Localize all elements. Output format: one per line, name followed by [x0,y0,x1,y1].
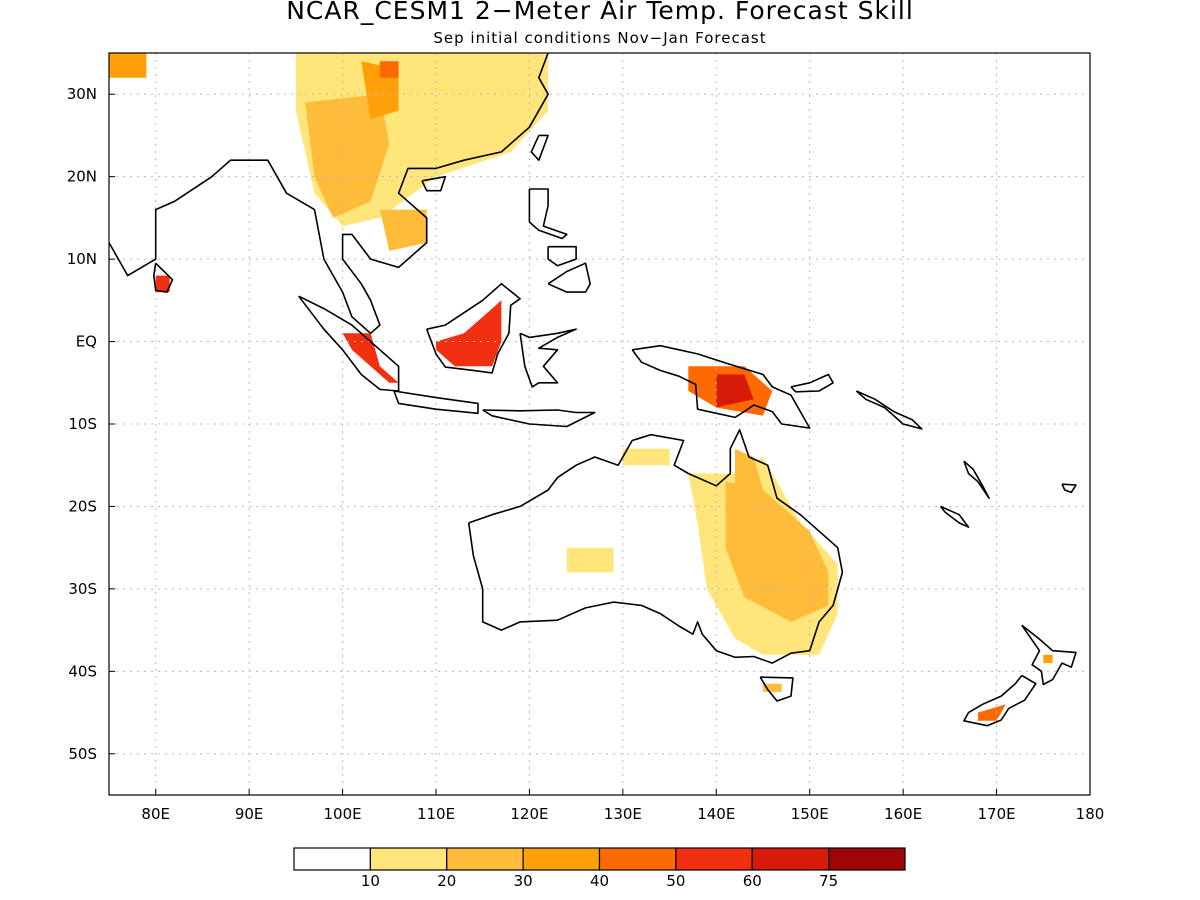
coastline-fiji [1061,483,1077,494]
skill-region-borneo [436,300,502,367]
skill-region-cape-york [735,448,763,499]
coastline-new-caledonia [939,505,970,528]
colorbar-label: 10 [361,872,380,890]
chart-title: NCAR_CESM1 2−Meter Air Temp. Forecast Sk… [286,0,914,25]
colorbar-label: 20 [437,872,456,890]
colorbar-swatch [675,847,753,871]
colorbar-swatch [828,847,906,871]
lon-tick-label: 170E [978,805,1016,823]
colorbar-label: 30 [514,872,533,890]
skill-region-new-zealand-north [1043,654,1053,664]
lon-tick-label: 140E [697,805,735,823]
skill-region-tibet-hotspot [379,61,399,78]
colorbar-swatch [751,847,830,871]
colorbar-label: 75 [819,872,838,890]
colorbar-legend: 10 20 30 40 50 60 75 [293,847,906,890]
coastline-new-britain [790,373,834,393]
coastline-mindanao [547,262,592,293]
coastline-sulawesi [519,328,577,388]
colorbar-swatch [522,847,601,871]
lon-tick-label: 100E [324,805,362,823]
coastline-taiwan [530,134,549,161]
lon-tick-label: 160E [884,805,922,823]
axis-ticks: 30N 20N 10N EQ 10S 20S 30S 40S 50S 80E 90E 100E 110E… [67,85,1105,823]
lon-tick-label: 180 [1076,805,1105,823]
coastline-solomons [855,390,923,430]
coastline-new-guinea [631,344,811,429]
gridlines [109,53,1090,795]
lon-tick-label: 120E [510,805,548,823]
lat-tick-label: 20S [68,497,97,515]
skill-region-sumatra [342,333,399,383]
chart-subtitle: Sep initial conditions Nov−Jan Forecast [433,29,767,47]
coastline-luzon [528,188,568,240]
skill-region-central-australia [566,547,614,573]
lat-tick-label: 20N [67,168,97,186]
coastline-visayas [547,245,577,267]
lat-tick-label: 40S [68,662,97,680]
colorbar-swatch [446,847,524,871]
coastline-australia [467,428,844,664]
lat-tick-label: 10S [68,415,97,433]
colorbar-swatch [598,847,677,871]
coastline-lesser-sundas [482,409,596,428]
colorbar-label: 60 [743,872,762,890]
colorbar-label: 40 [590,872,609,890]
skill-region-yunnan-myanmar [305,94,390,218]
skill-region-new-zealand-south [977,704,1006,721]
lat-tick-label: 10N [67,250,97,268]
skill-region-indochina [379,209,427,251]
lat-tick-label: 30S [68,580,97,598]
coastline-java [393,390,479,415]
lon-tick-label: 80E [141,805,170,823]
coastline-hainan [421,175,447,192]
skill-region-new-guinea-core [716,374,754,408]
lon-tick-label: 90E [235,805,264,823]
skill-region-east-australia-core [725,481,829,622]
coastline-vanuatu [963,460,990,500]
lat-tick-label: 30N [67,85,97,103]
skill-region-nw-india [109,53,147,78]
coastline-nz-north [1021,624,1077,686]
colorbar-swatch [369,847,448,871]
coastline-indian-subcontinent [109,53,549,335]
coastlines [109,53,1077,727]
lon-tick-label: 150E [791,805,829,823]
skill-region-sri-lanka [155,275,170,293]
colorbar-swatch [293,847,371,871]
coastline-tasmania [759,676,794,702]
coastline-borneo [425,282,521,374]
coastline-sri-lanka [153,262,174,293]
lon-tick-label: 130E [604,805,642,823]
colorbar-label: 50 [666,872,685,890]
lat-tick-label: 50S [68,745,97,763]
lon-tick-label: 110E [417,805,455,823]
coastline-nz-south [963,674,1037,727]
skill-shading-layer [109,53,1053,721]
skill-region-north-australia [622,448,670,466]
lat-tick-label: EQ [76,333,97,351]
